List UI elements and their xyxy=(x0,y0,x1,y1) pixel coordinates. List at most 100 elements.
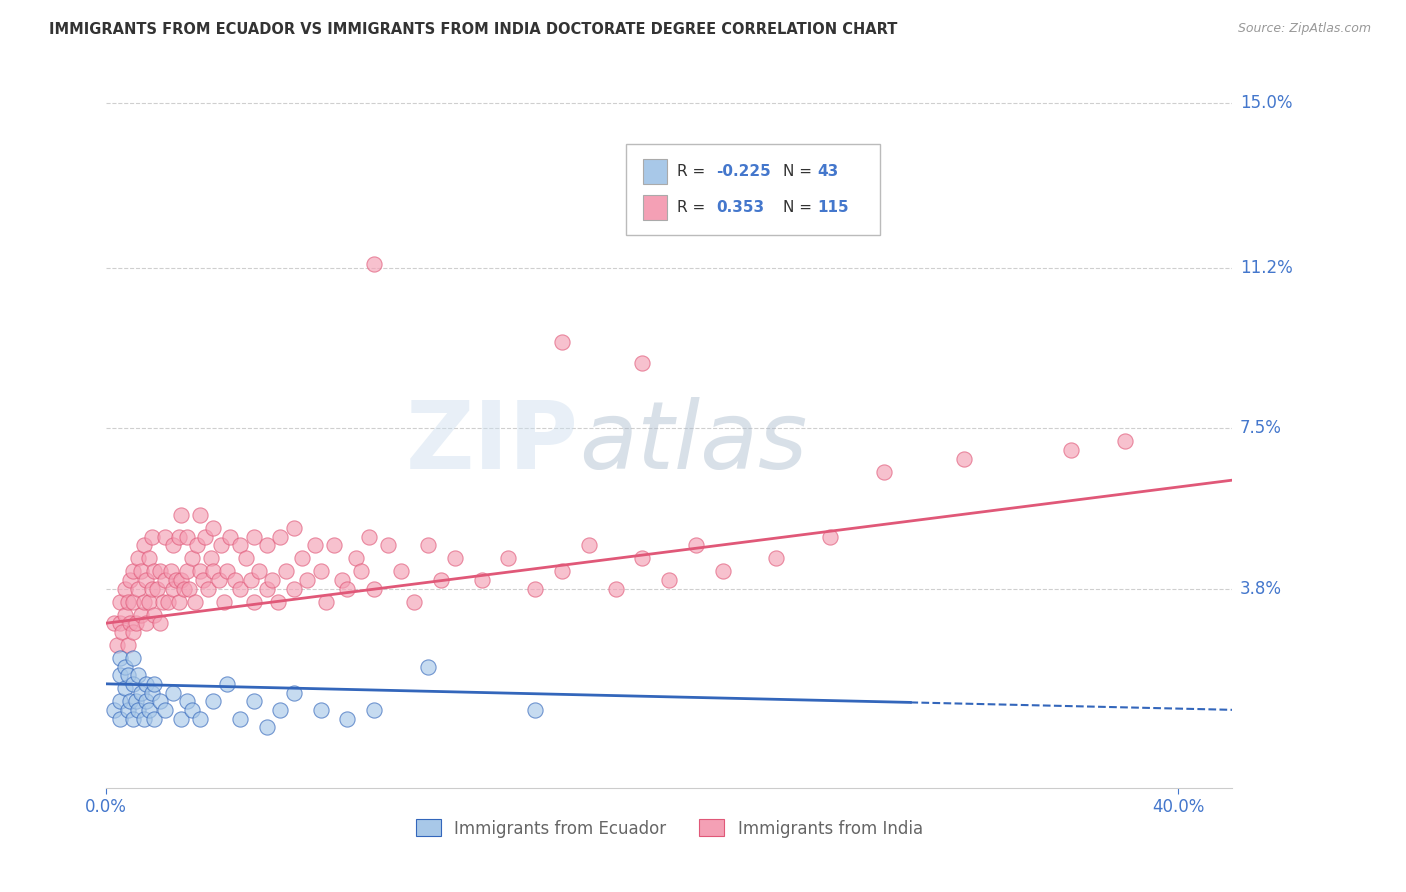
Point xyxy=(120,616,142,631)
Point xyxy=(416,538,439,552)
Text: atlas: atlas xyxy=(579,397,807,488)
Point xyxy=(156,594,179,608)
Point xyxy=(122,624,145,639)
Point xyxy=(127,582,149,596)
Point xyxy=(111,624,134,639)
Point xyxy=(143,711,166,725)
Point xyxy=(242,594,264,608)
Point xyxy=(235,551,257,566)
Point xyxy=(188,711,211,725)
Point xyxy=(330,573,353,587)
Point xyxy=(105,638,128,652)
Point xyxy=(443,551,465,566)
Point xyxy=(283,685,305,699)
Point xyxy=(336,711,359,725)
Point xyxy=(103,616,125,631)
Point xyxy=(953,451,976,466)
Text: ZIP: ZIP xyxy=(406,397,579,489)
Point xyxy=(350,564,373,578)
Point xyxy=(224,573,246,587)
Point xyxy=(149,616,172,631)
Point xyxy=(283,582,305,596)
Point xyxy=(135,573,157,587)
Text: -0.225: -0.225 xyxy=(716,164,770,178)
Point xyxy=(578,538,600,552)
Point xyxy=(155,703,177,717)
Point xyxy=(240,573,263,587)
Point xyxy=(1060,442,1083,457)
Point xyxy=(141,582,163,596)
Point xyxy=(122,650,145,665)
Point xyxy=(389,564,412,578)
Point xyxy=(194,529,217,543)
Point xyxy=(685,538,707,552)
Point xyxy=(120,573,142,587)
Point xyxy=(135,616,157,631)
Point xyxy=(430,573,453,587)
Point xyxy=(114,681,136,695)
Point xyxy=(336,582,359,596)
Point xyxy=(143,607,166,622)
Point xyxy=(165,573,187,587)
Point xyxy=(631,356,654,370)
Point xyxy=(551,564,574,578)
Text: R =: R = xyxy=(676,200,714,215)
Point xyxy=(605,582,627,596)
Point xyxy=(117,594,139,608)
Point xyxy=(138,703,160,717)
Point xyxy=(267,594,290,608)
Point xyxy=(818,529,841,543)
Point xyxy=(304,538,326,552)
Point xyxy=(135,677,157,691)
Point xyxy=(162,582,184,596)
Point xyxy=(291,551,314,566)
Point xyxy=(114,607,136,622)
Point xyxy=(132,538,155,552)
Point xyxy=(229,538,252,552)
Point xyxy=(363,582,385,596)
Point xyxy=(215,564,238,578)
Point xyxy=(117,668,139,682)
Text: N =: N = xyxy=(783,164,817,178)
Point xyxy=(149,694,172,708)
Point xyxy=(524,582,547,596)
Point xyxy=(159,564,181,578)
Point xyxy=(242,694,264,708)
Text: 7.5%: 7.5% xyxy=(1240,419,1282,437)
Point xyxy=(108,694,131,708)
Point xyxy=(146,582,169,596)
Point xyxy=(188,564,211,578)
Point xyxy=(162,685,184,699)
Point xyxy=(200,551,222,566)
Point xyxy=(122,594,145,608)
Point xyxy=(202,694,225,708)
Point xyxy=(1114,434,1136,449)
Point xyxy=(256,582,278,596)
Point xyxy=(344,551,367,566)
Point xyxy=(155,573,177,587)
Point xyxy=(129,685,152,699)
Point xyxy=(141,529,163,543)
Point xyxy=(125,694,148,708)
Point xyxy=(138,551,160,566)
Point xyxy=(377,538,399,552)
Point xyxy=(363,703,385,717)
Point xyxy=(108,650,131,665)
Point xyxy=(108,616,131,631)
Point xyxy=(167,529,190,543)
Point xyxy=(132,594,155,608)
Text: 15.0%: 15.0% xyxy=(1240,95,1292,112)
Point xyxy=(125,616,148,631)
Text: 11.2%: 11.2% xyxy=(1240,259,1294,277)
Point xyxy=(176,529,198,543)
Point xyxy=(143,564,166,578)
Text: IMMIGRANTS FROM ECUADOR VS IMMIGRANTS FROM INDIA DOCTORATE DEGREE CORRELATION CH: IMMIGRANTS FROM ECUADOR VS IMMIGRANTS FR… xyxy=(49,22,897,37)
Point xyxy=(117,703,139,717)
Point xyxy=(122,677,145,691)
Point xyxy=(551,334,574,349)
Point xyxy=(765,551,787,566)
Point xyxy=(498,551,520,566)
Point xyxy=(170,711,193,725)
Point xyxy=(357,529,380,543)
Point xyxy=(167,594,190,608)
